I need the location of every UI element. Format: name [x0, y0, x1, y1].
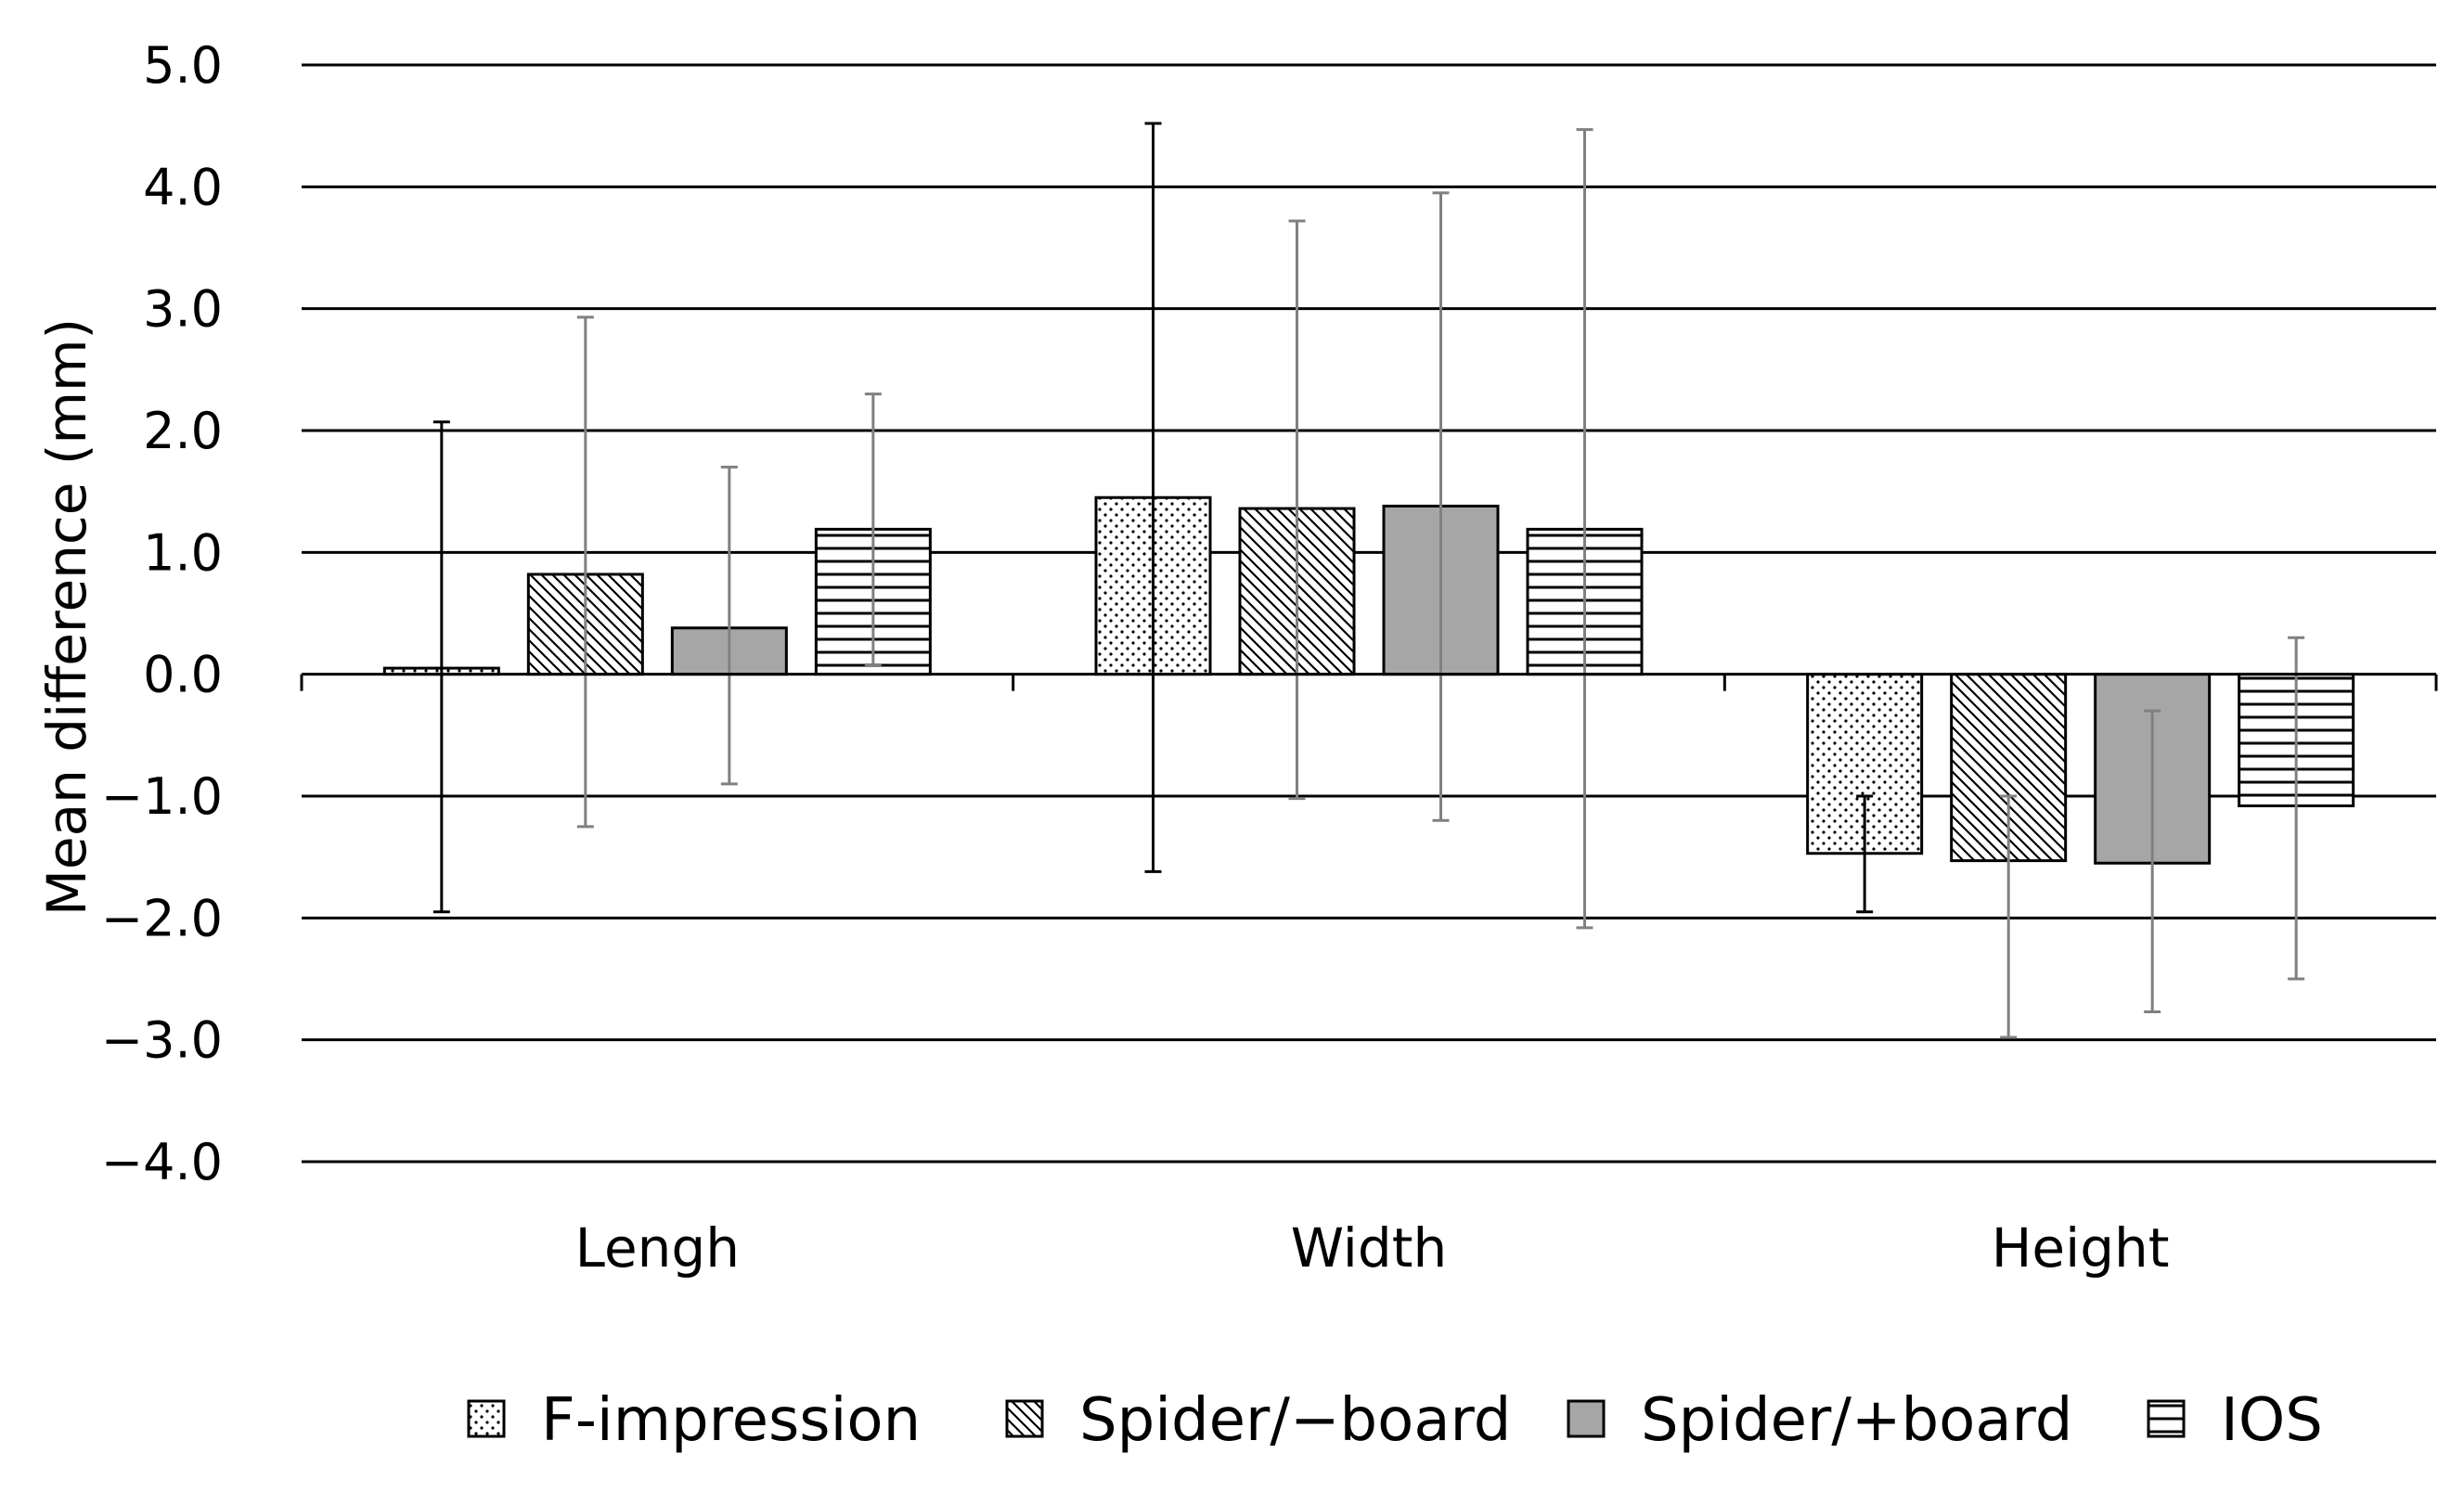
y-tick-label: 0.0 [143, 646, 223, 704]
y-tick-label: −1.0 [101, 767, 223, 826]
legend-label: IOS [2221, 1386, 2323, 1455]
error-bars [432, 122, 2305, 1039]
x-axis [300, 673, 2438, 691]
legend-label: F-impression [541, 1386, 921, 1455]
y-tick-label: 2.0 [143, 402, 223, 460]
y-axis-title: Mean difference (mm) [35, 318, 98, 916]
legend-swatch [2147, 1399, 2186, 1438]
y-tick-label: −4.0 [101, 1133, 223, 1191]
category-label: Lengh [575, 1216, 740, 1280]
y-tick-label: −3.0 [101, 1011, 223, 1070]
y-tick-label: −2.0 [101, 889, 223, 947]
legend-swatch [1567, 1399, 1606, 1438]
legend-swatch [467, 1399, 506, 1438]
y-tick-label: 1.0 [143, 523, 223, 582]
legend-label: Spider/+board [1641, 1386, 2072, 1455]
gridlines [302, 63, 2436, 1164]
category-labels: Lengh Width Height [575, 1216, 2170, 1280]
y-tick-label: 5.0 [143, 36, 223, 95]
y-axis-ticks: 5.0 4.0 3.0 2.0 1.0 0.0 −1.0 −2.0 −3.0 −4.0 [101, 36, 223, 1191]
legend-swatch [1005, 1399, 1044, 1438]
y-tick-label: 3.0 [143, 280, 223, 339]
category-label: Width [1291, 1216, 1448, 1280]
category-label: Height [1992, 1216, 2170, 1280]
y-tick-label: 4.0 [143, 158, 223, 216]
legend: F-impression Spider/−board Spider/+board IO… [467, 1386, 2323, 1455]
legend-label: Spider/−board [1079, 1386, 1511, 1455]
